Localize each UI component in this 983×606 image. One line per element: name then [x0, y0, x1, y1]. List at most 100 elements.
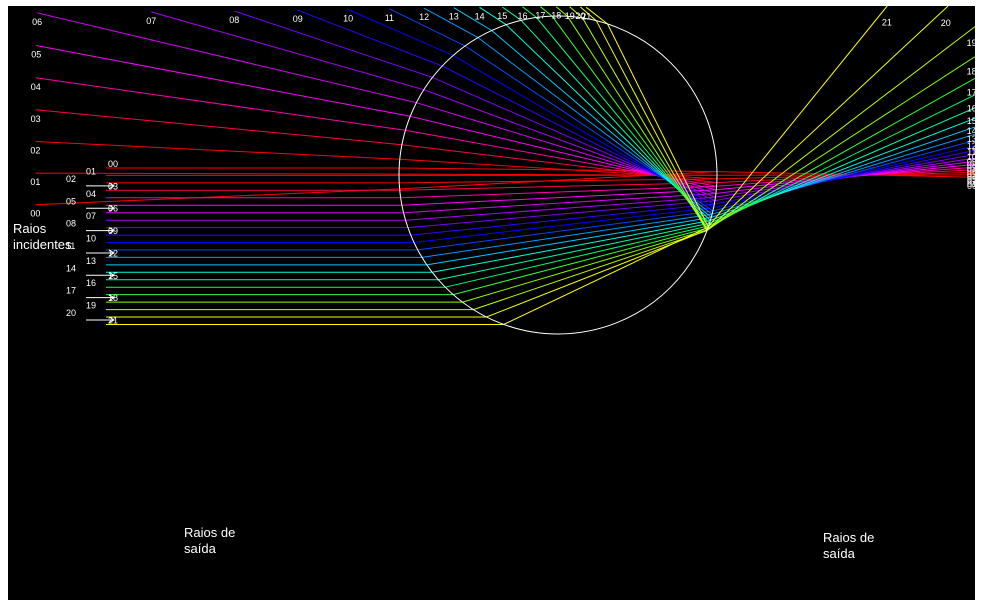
- exit-label-right-15: 15: [967, 116, 975, 126]
- exit-label-left-20: 20: [575, 11, 585, 21]
- exit-label-right-12: 12: [967, 141, 975, 151]
- incident-label-20: 20: [66, 308, 76, 318]
- diagram-frame: 00 01 02 03 04 05 06 07 08 09 10 11 12 13 14 15 16 17 18 19…: [8, 6, 975, 600]
- exit-label-right-05: 05: [967, 169, 975, 179]
- exit-ray-left-16: [522, 6, 537, 18]
- internal-ray-a-18: [462, 229, 708, 303]
- internal-ray-a-07: [405, 196, 716, 221]
- incident-label-19: 19: [86, 301, 96, 311]
- exit-ray-left-02: [35, 141, 400, 160]
- exit-ray-left-10: [347, 9, 454, 56]
- exit-ray-left-01: [35, 172, 400, 175]
- exit-label-left-08: 08: [229, 15, 239, 25]
- exit-ray-right-21: [707, 6, 888, 228]
- incident-label-13: 13: [86, 256, 96, 266]
- internal-ray-a-17: [453, 227, 709, 296]
- exit-ray-left-20: [580, 6, 597, 22]
- exit-label-left-07: 07: [146, 16, 156, 26]
- internal-ray-b-16: [536, 17, 709, 227]
- exit-ray-left-19: [569, 6, 583, 19]
- exit-label-left-03: 03: [31, 114, 41, 124]
- exit-label-left-13: 13: [449, 12, 459, 22]
- exit-label-right-00: 00: [967, 181, 975, 191]
- exit-label-right-17: 17: [967, 88, 975, 98]
- exit-label-left-21: 21: [581, 11, 591, 21]
- exit-ray-left-14: [479, 6, 507, 26]
- exit-ray-left-03: [35, 109, 402, 146]
- exit-label-right-07: 07: [967, 164, 975, 174]
- incident-label-06: 06: [108, 204, 118, 214]
- incident-label-08: 08: [66, 219, 76, 229]
- caption-exit-right-line1: Raios de: [823, 530, 874, 545]
- internal-ray-b-21: [607, 23, 709, 228]
- exit-ray-right-19: [706, 26, 975, 232]
- caption-incident-line2: incidentes: [13, 237, 72, 252]
- internal-ray-a-11: [417, 210, 713, 251]
- caption-exit-left-line1: Raios de: [184, 525, 235, 540]
- arrow-icon: [86, 316, 115, 324]
- caption-exit-left-line2: saída: [184, 541, 217, 556]
- exit-label-left-09: 09: [293, 14, 303, 24]
- incident-label-10: 10: [86, 234, 96, 244]
- exit-ray-right-20: [706, 6, 949, 231]
- incident-label-02: 02: [66, 174, 76, 184]
- exit-label-left-10: 10: [343, 14, 353, 24]
- arrow-icon: [86, 294, 115, 302]
- incident-label-21: 21: [108, 316, 118, 326]
- internal-ray-a-02: [399, 178, 718, 184]
- caption-exit-right-line2: saída: [823, 546, 856, 561]
- incident-label-09: 09: [108, 226, 118, 236]
- ray-diagram: 0001020304050607080910111213141516171819…: [13, 6, 975, 561]
- incident-label-16: 16: [86, 278, 96, 288]
- exit-label-right-06: 06: [967, 167, 975, 177]
- exit-ray-left-07: [151, 11, 424, 91]
- arrow-icon: [86, 249, 115, 257]
- exit-label-right-18: 18: [967, 67, 975, 77]
- exit-label-left-02: 02: [30, 146, 40, 156]
- exit-ray-left-13: [453, 7, 492, 31]
- arrow-icon: [86, 204, 115, 212]
- internal-ray-a-09: [410, 203, 715, 236]
- exit-label-left-01: 01: [30, 177, 40, 187]
- exit-label-right-04: 04: [967, 172, 975, 182]
- exit-ray-right-17: [707, 77, 975, 229]
- exit-ray-right-18: [706, 56, 975, 231]
- exit-label-left-05: 05: [31, 50, 41, 60]
- internal-ray-a-10: [413, 207, 714, 243]
- incident-label-04: 04: [86, 189, 96, 199]
- incident-label-12: 12: [108, 248, 118, 258]
- internal-ray-b-01: [398, 173, 718, 176]
- arrow-icon: [86, 182, 115, 190]
- internal-ray-a-16: [445, 225, 709, 288]
- exit-label-right-03: 03: [967, 174, 975, 184]
- exit-label-left-12: 12: [419, 12, 429, 22]
- incident-label-11: 11: [66, 241, 75, 251]
- exit-label-left-19: 19: [565, 11, 575, 21]
- internal-ray-a-06: [403, 193, 716, 214]
- exit-label-left-06: 06: [32, 17, 42, 27]
- exit-label-left-11: 11: [385, 13, 394, 23]
- internal-ray-a-12: [421, 213, 713, 258]
- exit-ray-right-09: [714, 149, 975, 205]
- incident-label-03: 03: [108, 181, 118, 191]
- internal-ray-a-04: [400, 185, 717, 199]
- exit-ray-left-12: [423, 7, 479, 39]
- exit-label-right-01: 01: [967, 179, 975, 189]
- internal-ray-b-17: [551, 15, 709, 229]
- incident-label-18: 18: [108, 293, 118, 303]
- exit-ray-left-04: [35, 77, 406, 131]
- exit-label-right-13: 13: [967, 134, 975, 144]
- arrow-icon: [86, 227, 115, 235]
- incident-label-17: 17: [66, 286, 76, 296]
- exit-ray-right-11: [712, 139, 975, 212]
- caption-incident-line1: Raios: [13, 221, 47, 236]
- exit-ray-left-06: [36, 12, 417, 104]
- internal-ray-a-13: [426, 216, 712, 266]
- internal-ray-b-20: [595, 20, 708, 231]
- internal-ray-a-21: [503, 226, 709, 325]
- sphere-outline: [398, 15, 718, 335]
- exit-label-left-15: 15: [497, 11, 507, 21]
- exit-label-right-10: 10: [967, 152, 975, 162]
- exit-label-left-18: 18: [551, 11, 561, 21]
- incident-label-05: 05: [66, 196, 76, 206]
